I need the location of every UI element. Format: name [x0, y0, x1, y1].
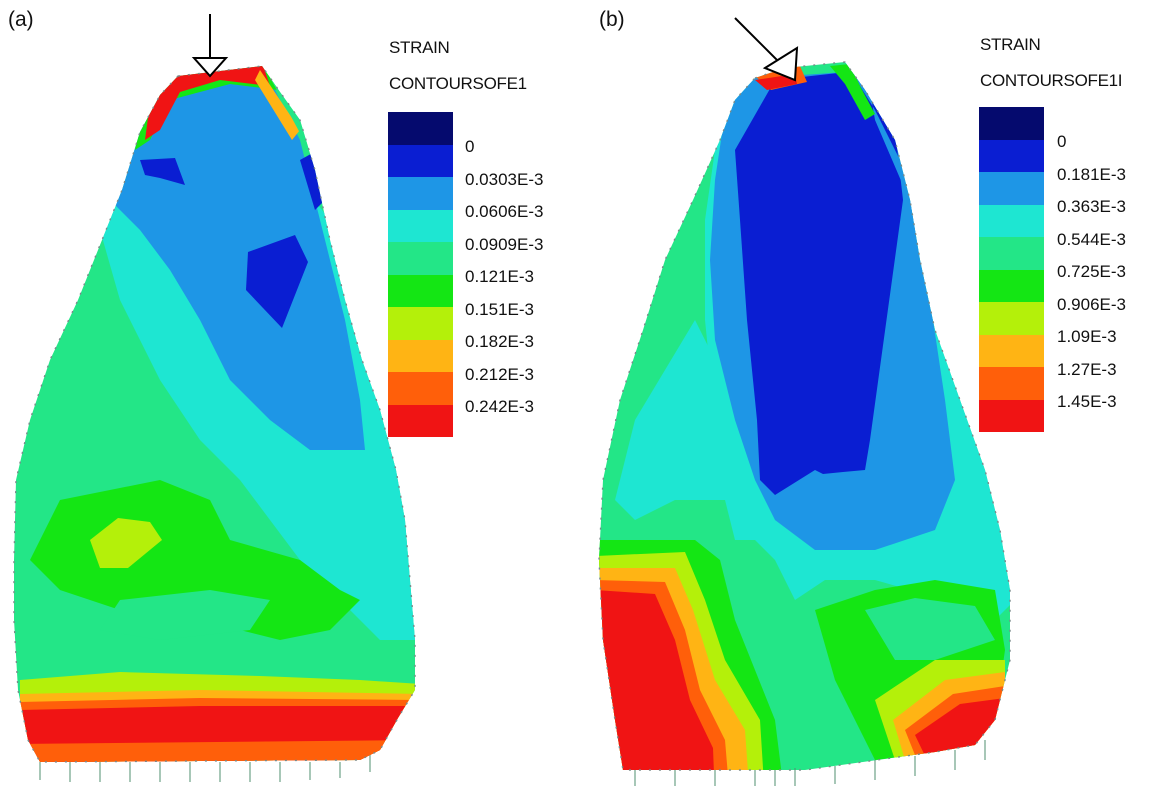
legend-label: 1.45E-3 — [1057, 392, 1117, 411]
legend-swatch — [979, 237, 1044, 270]
legend-label: 0.0909E-3 — [465, 234, 544, 254]
legend-label: 0.363E-3 — [1057, 197, 1126, 216]
legend-swatch — [979, 269, 1044, 302]
panel-label: (a) — [8, 8, 34, 31]
legend-swatch — [979, 367, 1044, 400]
legend-label: 0.121E-3 — [465, 267, 534, 286]
panel-a: (a) STRAIN CONTOURSOFE1 0 0.0303E-3 0.0606… — [8, 8, 544, 782]
legend-swatch — [979, 139, 1044, 172]
legend-label: 0 — [1057, 132, 1067, 151]
legend-swatch — [388, 242, 453, 275]
legend-color-bar — [979, 107, 1044, 432]
legend-swatch — [388, 274, 453, 307]
legend-label: 0.181E-3 — [1057, 164, 1126, 184]
legend-title-line1: STRAIN — [980, 35, 1041, 54]
legend-label: 0.725E-3 — [1057, 262, 1126, 281]
arrow-load-icon — [191, 14, 229, 78]
legend-label: 1.27E-3 — [1057, 359, 1117, 379]
legend-label: 0.151E-3 — [465, 299, 534, 319]
panel-b: (b) STRAIN CONTOURSOFE1I 0 0.181E-3 0.363E… — [575, 0, 1150, 791]
legend-swatch — [979, 302, 1044, 335]
legend-swatch — [979, 334, 1044, 367]
legend-label: 0.242E-3 — [465, 397, 534, 416]
legend-swatch — [979, 204, 1044, 237]
legend-title-line2: CONTOURSOFE1 — [389, 74, 527, 93]
contour-plot-a — [13, 14, 416, 782]
legend-title-line2: CONTOURSOFE1I — [980, 71, 1123, 90]
legend-label: 0.212E-3 — [465, 364, 534, 384]
legend-swatch — [388, 209, 453, 242]
legend-title: STRAIN CONTOURSOFE1I — [980, 35, 1148, 91]
legend-title-line1: STRAIN — [389, 38, 450, 57]
legend-swatch — [388, 404, 453, 437]
legend-title: STRAIN CONTOURSOFE1 — [389, 38, 527, 94]
arrow-load-icon — [734, 17, 799, 82]
legend-swatch — [979, 107, 1044, 140]
legend-label: 0 — [465, 137, 475, 156]
legend-label: 0.182E-3 — [465, 332, 534, 351]
panel-label: (b) — [599, 8, 625, 31]
legend-color-bar — [388, 112, 453, 437]
legend-swatch — [388, 144, 453, 177]
legend-label: 1.09E-3 — [1057, 327, 1117, 346]
legend-label: 0.0303E-3 — [465, 169, 544, 189]
legend-swatch — [388, 372, 453, 405]
contour-plot-b — [598, 17, 1011, 786]
legend-swatch — [979, 399, 1044, 432]
legend-label: 0.906E-3 — [1057, 294, 1126, 314]
legend-label: 0.0606E-3 — [465, 202, 544, 221]
legend-swatch — [979, 172, 1044, 205]
legend-label: 0.544E-3 — [1057, 229, 1126, 249]
legend-swatch — [388, 307, 453, 340]
legend-swatch — [388, 177, 453, 210]
legend-swatch — [388, 112, 453, 145]
legend-swatch — [388, 339, 453, 372]
